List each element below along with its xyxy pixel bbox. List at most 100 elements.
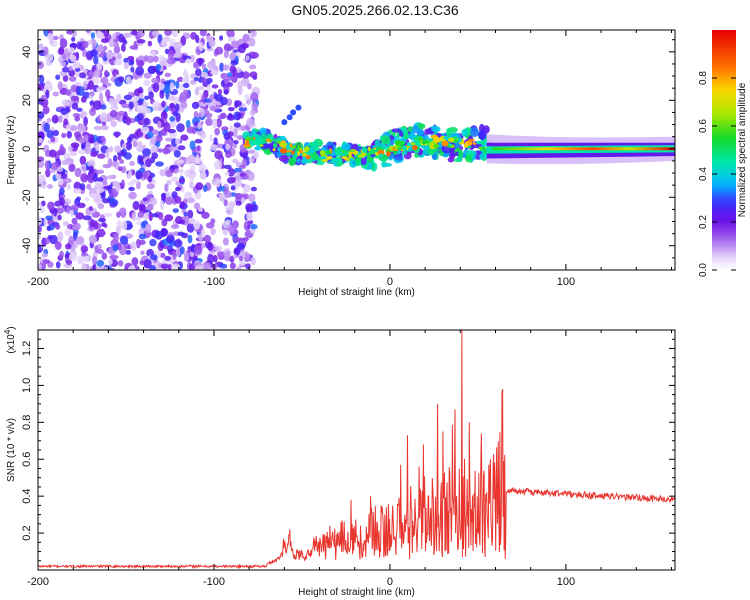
noise-blob <box>71 30 77 38</box>
noise-blob <box>190 79 197 85</box>
noise-blob <box>114 132 120 138</box>
noise-blob <box>55 207 64 214</box>
noise-blob <box>38 174 46 183</box>
noise-blob <box>170 176 179 182</box>
signal-blob <box>464 154 473 163</box>
signal-core-blob <box>297 151 300 156</box>
noise-blob <box>239 255 243 262</box>
signal-core-blob <box>441 140 449 147</box>
signal-core-blob <box>245 139 250 146</box>
noise-blob <box>73 181 82 190</box>
noise-blob <box>49 168 56 173</box>
noise-blob <box>144 223 152 233</box>
noise-blob <box>108 145 114 153</box>
noise-blob <box>111 33 117 40</box>
signal-core-blob <box>297 144 301 149</box>
noise-blob <box>226 46 235 51</box>
signal-core-blob <box>406 142 411 147</box>
noise-blob <box>176 123 185 133</box>
noise-blob <box>116 220 122 226</box>
x-tick-label: -100 <box>203 276 225 288</box>
noise-blob <box>246 117 256 128</box>
noise-blob <box>76 196 81 202</box>
noise-blob <box>250 38 256 47</box>
noise-blob <box>195 182 204 191</box>
noise-blob <box>40 98 49 108</box>
noise-blob <box>99 228 105 237</box>
signal-core-blob <box>276 140 281 144</box>
noise-blob <box>123 57 129 64</box>
noise-blob <box>151 152 158 160</box>
noise-blob <box>249 71 258 78</box>
noise-blob <box>96 259 105 267</box>
noise-blob <box>113 232 119 243</box>
signal-blob <box>423 134 429 141</box>
noise-blob <box>68 235 74 245</box>
y-tick-label: 0.4 <box>21 489 33 504</box>
noise-blob <box>189 140 196 150</box>
noise-blob <box>236 242 245 250</box>
y-scale-close: ) <box>6 326 17 329</box>
noise-blob <box>120 235 129 245</box>
noise-blob <box>251 102 258 111</box>
noise-blob <box>178 219 186 225</box>
noise-blob <box>79 72 87 79</box>
noise-blob <box>194 77 199 82</box>
noise-blob <box>188 217 196 225</box>
noise-blob <box>38 263 42 270</box>
noise-blob <box>252 204 259 212</box>
noise-blob <box>46 225 52 232</box>
spectrogram-marks <box>38 30 675 270</box>
noise-blob <box>38 84 45 91</box>
noise-blob <box>132 141 138 148</box>
noise-blob <box>38 74 45 85</box>
noise-blob <box>137 30 145 38</box>
noise-blob <box>60 108 69 115</box>
noise-blob <box>246 171 255 182</box>
noise-blob <box>121 143 127 149</box>
noise-blob <box>130 241 137 251</box>
noise-blob <box>199 171 207 180</box>
noise-blob <box>93 125 102 131</box>
signal-core-blob <box>299 149 304 154</box>
noise-blob <box>171 30 179 38</box>
noise-blob <box>41 252 48 258</box>
noise-blob <box>63 48 69 55</box>
noise-blob <box>39 204 45 213</box>
noise-blob <box>68 76 77 82</box>
noise-blob <box>70 84 78 93</box>
noise-blob <box>140 126 150 134</box>
y-tick-label: 0.2 <box>21 525 33 540</box>
signal-core-blob <box>272 148 276 152</box>
noise-blob <box>61 132 67 139</box>
noise-blob <box>69 125 78 132</box>
noise-blob <box>119 183 124 190</box>
noise-blob <box>100 125 109 131</box>
noise-blob <box>186 222 195 233</box>
noise-blob <box>53 207 58 217</box>
noise-blob <box>94 245 99 254</box>
noise-blob <box>117 166 123 172</box>
x-tick-label: -100 <box>203 576 225 588</box>
noise-blob <box>131 211 136 222</box>
noise-blob <box>224 171 230 176</box>
signal-core-blob <box>319 150 326 156</box>
snr-panel: -200 -100 0 100 0.2 0.4 0.6 0.8 1.0 1.2 Height of … <box>3 326 676 598</box>
noise-blob <box>216 118 223 128</box>
noise-blob <box>136 113 144 121</box>
noise-blob <box>69 54 77 63</box>
noise-blob <box>121 220 128 231</box>
noise-blob <box>125 249 131 255</box>
noise-blob <box>128 60 135 66</box>
noise-blob <box>108 97 115 106</box>
signal-blob <box>276 151 282 158</box>
noise-blob <box>230 60 239 66</box>
noise-blob <box>218 193 225 198</box>
noise-blob <box>225 143 231 151</box>
signal-core-blob <box>265 138 271 142</box>
noise-blob <box>241 77 250 87</box>
noise-blob <box>113 45 121 54</box>
colorbar-tick-label: 0.0 <box>698 263 709 277</box>
noise-blob <box>61 159 69 166</box>
y-tick-label: -20 <box>21 189 33 205</box>
